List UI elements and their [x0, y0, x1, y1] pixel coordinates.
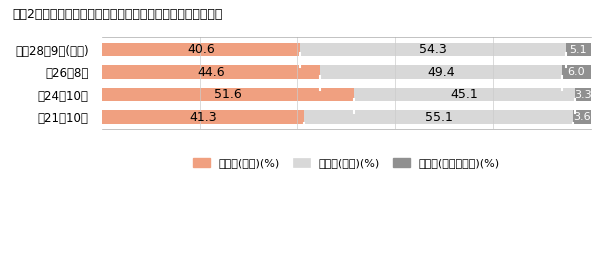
Text: 5.1: 5.1	[569, 44, 588, 54]
Bar	[561, 65, 591, 79]
Text: 6.0: 6.0	[568, 67, 585, 77]
Bar	[102, 43, 300, 56]
Bar	[354, 88, 575, 101]
Bar	[304, 110, 574, 124]
Text: 40.6: 40.6	[187, 43, 215, 56]
Text: 51.6: 51.6	[214, 88, 242, 101]
Text: 44.6: 44.6	[197, 66, 225, 79]
Text: 54.3: 54.3	[419, 43, 447, 56]
Bar	[574, 110, 591, 124]
Bar	[300, 43, 566, 56]
Text: 3.6: 3.6	[574, 112, 591, 122]
Text: 45.1: 45.1	[450, 88, 478, 101]
Bar	[566, 43, 591, 56]
Text: 3.3: 3.3	[574, 90, 592, 100]
Text: 49.4: 49.4	[427, 66, 455, 79]
Text: 図袅2　「夫は外で働き、妻は家庭を守るべき」という考え方: 図袅2 「夫は外で働き、妻は家庭を守るべき」という考え方	[12, 8, 223, 21]
Bar	[575, 88, 591, 101]
Bar	[102, 88, 354, 101]
Legend: 男女計(賛成)(%), 男女計(反対)(%), 男女計(わからない)(%): 男女計(賛成)(%), 男女計(反対)(%), 男女計(わからない)(%)	[189, 155, 503, 172]
Text: 41.3: 41.3	[189, 111, 217, 124]
Bar	[102, 65, 320, 79]
Bar	[102, 110, 304, 124]
Text: 55.1: 55.1	[425, 111, 453, 124]
Bar	[320, 65, 561, 79]
